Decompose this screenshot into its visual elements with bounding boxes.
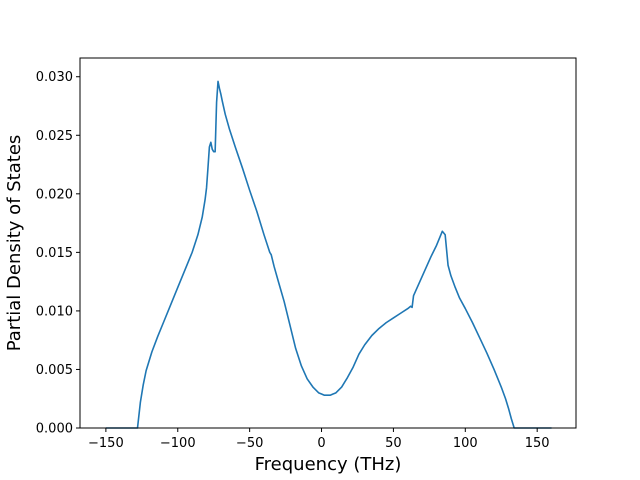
x-tick-label: −100 — [160, 436, 196, 451]
x-tick-label: 50 — [385, 436, 402, 451]
x-tick-label: −150 — [88, 436, 124, 451]
series-line-0 — [105, 80, 552, 429]
y-axis-label: Partial Density of States — [4, 135, 25, 352]
y-tick-label: 0.030 — [36, 70, 73, 85]
y-tick-label: 0.010 — [36, 304, 73, 319]
y-tick-label: 0.000 — [36, 422, 73, 437]
y-tick-label: 0.020 — [36, 187, 73, 202]
x-axis-label: Frequency (THz) — [255, 454, 402, 475]
plot-area — [105, 80, 552, 429]
x-tick-label: 0 — [317, 436, 325, 451]
x-tick-label: 100 — [453, 436, 478, 451]
y-tick-label: 0.015 — [36, 246, 73, 261]
x-tick-label: 150 — [525, 436, 550, 451]
x-axis-ticks: −150 −100 −50 0 50 100 150 — [88, 428, 550, 451]
axes-frame — [79, 57, 577, 429]
x-tick-label: −50 — [236, 436, 263, 451]
y-tick-label: 0.005 — [36, 363, 73, 378]
y-tick-label: 0.025 — [36, 129, 73, 144]
y-axis-ticks: 0.000 0.005 0.010 0.015 0.020 0.025 0.030 — [36, 70, 80, 437]
